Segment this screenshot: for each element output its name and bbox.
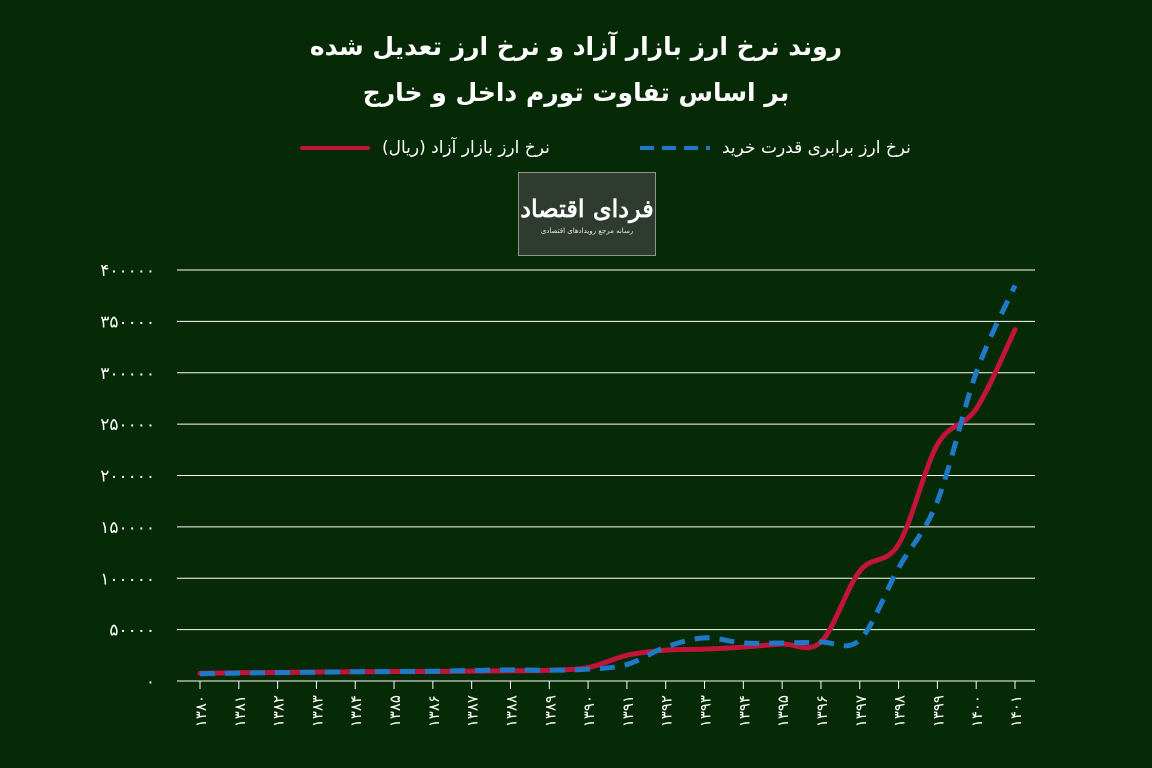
series-line-ppp-rate [199, 284, 1018, 677]
y-tick-label: ۱۰۰۰۰۰ [100, 569, 155, 589]
logo-name: فردای اقتصاد [520, 193, 654, 223]
x-tick-label: ۱۳۸۷ [464, 695, 482, 727]
x-tick-label: ۱۳۹۸ [891, 695, 909, 727]
series-line-market-rate [197, 327, 1018, 676]
y-tick-label: ۰ [146, 672, 155, 692]
x-tick-label: ۱۳۹۵ [774, 695, 792, 727]
x-tick-label: ۱۳۸۹ [541, 695, 559, 727]
legend-market: نرخ ارز بازار آزاد (ریال) [300, 136, 550, 160]
x-tick-label: ۱۳۹۳ [697, 695, 715, 727]
legend-market-swatch [300, 146, 370, 150]
logo-tagline: رسانه مرجع رویدادهای اقتصادی [540, 226, 634, 235]
x-tick-label: ۱۴۰۰ [968, 695, 986, 727]
logo: فردای اقتصاد رسانه مرجع رویدادهای اقتصاد… [518, 172, 656, 256]
x-tick-label: ۱۳۸۰ [192, 695, 210, 727]
y-tick-label: ۱۵۰۰۰۰ [100, 518, 155, 538]
x-tick-label: ۱۴۰۱ [1007, 695, 1025, 727]
y-tick-label: ۵۰۰۰۰ [109, 621, 155, 641]
y-tick-label: ۲۵۰۰۰۰ [100, 415, 155, 435]
chart-title-line1: روند نرخ ارز بازار آزاد و نرخ ارز تعدیل … [309, 32, 843, 61]
y-tick-label: ۴۰۰۰۰۰ [100, 261, 155, 281]
chart-title-line2: بر اساس تفاوت تورم داخل و خارج [362, 78, 790, 107]
x-tick-label: ۱۳۹۱ [619, 695, 637, 727]
y-tick-label: ۳۰۰۰۰۰ [100, 364, 155, 384]
legend-ppp-label: نرخ ارز برابری قدرت خرید [722, 138, 911, 158]
x-tick-label: ۱۳۸۳ [308, 695, 326, 727]
x-tick-label: ۱۳۸۲ [270, 695, 288, 727]
x-tick-label: ۱۳۸۸ [502, 695, 520, 727]
x-tick-label: ۱۳۹۲ [658, 695, 676, 727]
x-tick-label: ۱۳۸۶ [425, 695, 443, 727]
y-tick-label: ۲۰۰۰۰۰ [100, 467, 155, 487]
x-tick-label: ۱۳۸۴ [347, 695, 365, 727]
x-tick-label: ۱۳۹۹ [929, 695, 947, 727]
y-tick-label: ۳۵۰۰۰۰ [100, 312, 155, 332]
legend-ppp-swatch [640, 146, 710, 150]
x-tick-label: ۱۳۸۱ [231, 695, 249, 727]
x-tick-label: ۱۳۹۶ [813, 695, 831, 727]
legend-ppp: نرخ ارز برابری قدرت خرید [640, 136, 911, 160]
x-tick-label: ۱۳۹۴ [735, 695, 753, 727]
x-tick-label: ۱۳۸۵ [386, 695, 404, 727]
x-tick-label: ۱۳۹۰ [580, 695, 598, 727]
x-tick-label: ۱۳۹۷ [852, 695, 870, 727]
legend-market-label: نرخ ارز بازار آزاد (ریال) [382, 138, 550, 158]
